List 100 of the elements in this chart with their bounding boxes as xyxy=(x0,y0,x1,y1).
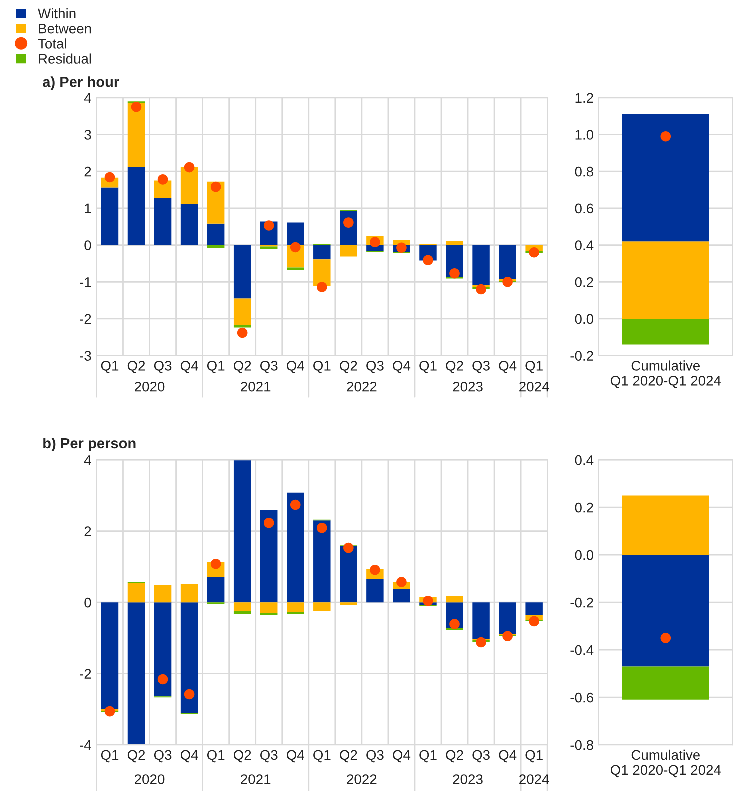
bar xyxy=(260,510,278,603)
x-tick-label: Q2 xyxy=(234,750,252,763)
y-tick-label: -2 xyxy=(80,669,92,679)
y-tick-label: -0.2 xyxy=(570,351,594,361)
point xyxy=(370,565,380,576)
bar xyxy=(314,520,331,603)
y-tick-label: 4 xyxy=(84,93,92,103)
x-tick-label: Q3 xyxy=(472,750,490,763)
point xyxy=(158,174,168,185)
bar xyxy=(180,168,198,204)
bar xyxy=(446,596,464,603)
bar xyxy=(154,198,172,246)
y-tick-label: -0.2 xyxy=(570,598,594,608)
text: 2020 xyxy=(135,382,165,392)
point xyxy=(184,689,195,700)
bar xyxy=(260,246,278,250)
point xyxy=(210,182,222,192)
bar xyxy=(180,584,198,603)
y-tick-label: -0.8 xyxy=(570,740,594,750)
bar xyxy=(128,167,146,246)
bar xyxy=(207,224,225,246)
bar xyxy=(622,666,710,700)
y-tick-label: -1 xyxy=(80,278,92,288)
y-tick-label: -0.6 xyxy=(570,692,594,703)
x-tick-label: Q1 xyxy=(314,361,331,374)
bar xyxy=(101,188,119,246)
x-tick-label: Q2 xyxy=(340,750,358,763)
point xyxy=(370,237,380,248)
y-tick-label: 1.2 xyxy=(576,93,594,103)
y-tick-label: 3 xyxy=(84,130,92,140)
legend-label: Total xyxy=(38,38,66,49)
y-tick-label: 0.4 xyxy=(575,455,594,466)
y-tick-label: 4 xyxy=(84,456,92,466)
bar xyxy=(207,577,225,603)
x-tick-label: Q2 xyxy=(446,750,464,763)
y-tick-label: 1 xyxy=(85,204,92,214)
text: 2023 xyxy=(453,382,483,392)
y-tick-label: -4 xyxy=(80,740,92,750)
bar xyxy=(180,204,198,246)
legend-label: Between xyxy=(39,24,92,34)
y-tick-label: 0 xyxy=(84,240,92,250)
point xyxy=(264,518,274,528)
x-tick-label: Q1 xyxy=(420,361,437,374)
bar xyxy=(287,602,304,613)
x-tick-label: Cumulative Q1 2020-Q1 2024 xyxy=(610,360,722,388)
x-tick-label: Q3 xyxy=(154,361,172,374)
bar xyxy=(499,245,516,280)
bar xyxy=(472,602,490,640)
x-tick-label: Q1 xyxy=(207,361,225,374)
y-tick-label: 0.8 xyxy=(575,166,594,177)
text: 2021 xyxy=(241,774,271,784)
point xyxy=(290,500,301,510)
bar xyxy=(446,241,464,246)
text: 2023 xyxy=(453,774,483,784)
text: 2022 xyxy=(347,382,377,392)
x-tick-label: Q2 xyxy=(234,361,252,374)
bar xyxy=(154,585,172,603)
y-tick-label: 2 xyxy=(84,526,92,536)
bar xyxy=(234,325,252,328)
point xyxy=(104,172,116,183)
point xyxy=(529,248,540,258)
y-tick-label: -0.4 xyxy=(570,645,594,656)
bar xyxy=(622,555,710,667)
bar xyxy=(287,222,304,246)
text: 2022 xyxy=(347,774,377,784)
legend-label: Within xyxy=(38,8,76,19)
point xyxy=(344,218,354,228)
bar xyxy=(622,242,710,319)
y-tick-label: 0.4 xyxy=(575,240,594,250)
text: 2024 xyxy=(520,774,550,784)
x-tick-label: Q1 xyxy=(101,361,119,374)
x-tick-label: Q1 xyxy=(314,750,331,763)
bar xyxy=(340,546,358,603)
point xyxy=(476,284,486,295)
bar xyxy=(128,103,146,168)
x-tick-label: Q2 xyxy=(128,750,146,763)
x-tick-label: Cumulative Q1 2020-Q1 2024 xyxy=(610,750,722,778)
x-tick-label: Q4 xyxy=(287,750,304,763)
bar xyxy=(340,602,358,606)
bar xyxy=(101,602,119,710)
bar xyxy=(234,611,252,614)
x-tick-label: Q3 xyxy=(366,750,384,763)
x-tick-label: Q1 xyxy=(526,361,543,374)
x-tick-label: Q4 xyxy=(499,361,517,374)
x-tick-label: Q4 xyxy=(499,750,517,763)
bar xyxy=(393,589,410,603)
point xyxy=(344,542,354,554)
point xyxy=(450,268,460,279)
point xyxy=(423,255,434,266)
bar xyxy=(234,460,252,603)
x-tick-label: Q4 xyxy=(287,361,304,374)
bar xyxy=(499,602,516,634)
bar xyxy=(234,298,252,326)
y-tick-label: -2 xyxy=(80,314,92,324)
y-tick-label: 0.2 xyxy=(575,277,594,288)
x-tick-label: Q2 xyxy=(340,361,358,374)
bar xyxy=(314,245,331,260)
bar xyxy=(314,602,331,612)
x-tick-label: Q3 xyxy=(472,361,490,374)
point xyxy=(210,558,222,570)
